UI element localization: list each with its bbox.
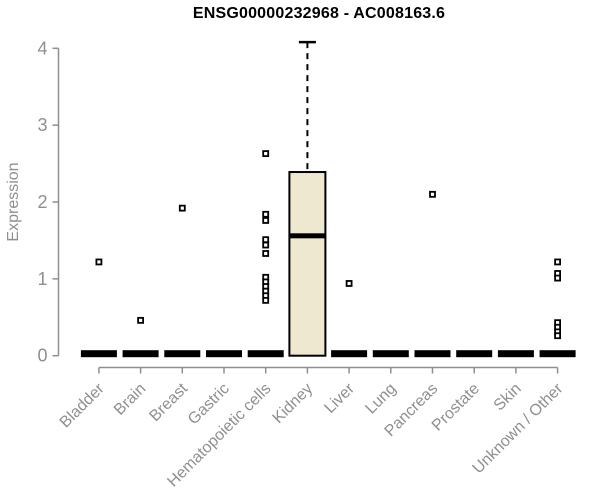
y-tick-label: 0 xyxy=(37,346,47,366)
boxplot-breast xyxy=(164,204,201,358)
outlier-point xyxy=(262,150,270,157)
y-tick-label: 4 xyxy=(37,38,47,58)
boxplot-liver xyxy=(331,280,368,358)
outlier-point xyxy=(178,204,186,212)
collapsed-box-bar xyxy=(456,350,493,358)
collapsed-box-bar xyxy=(206,350,242,358)
collapsed-box-bar xyxy=(331,350,368,358)
median-line xyxy=(289,233,326,239)
outlier-point xyxy=(262,241,270,249)
y-tick-label: 1 xyxy=(37,269,47,289)
collapsed-box-bar xyxy=(122,350,159,358)
boxplot-lung xyxy=(372,350,409,358)
collapsed-box-bar xyxy=(80,350,117,358)
box xyxy=(288,171,327,357)
boxplot-kidney xyxy=(288,40,327,357)
collapsed-box-bar xyxy=(539,350,576,358)
outlier-point xyxy=(95,258,103,266)
boxplot-hematopoietic-cells xyxy=(247,150,284,358)
collapsed-box-bar xyxy=(497,350,534,358)
collapsed-box-bar xyxy=(247,350,284,358)
boxplot-gastric xyxy=(206,350,242,358)
outlier-point xyxy=(429,190,436,198)
collapsed-box-bar xyxy=(414,350,451,358)
boxplot-bladder xyxy=(80,258,117,358)
boxplot-unknown-other xyxy=(539,258,576,358)
boxplot-prostate xyxy=(456,350,493,358)
x-category-label: Lung xyxy=(362,380,399,417)
x-category-label: Brain xyxy=(111,380,149,418)
outlier-point xyxy=(137,316,145,324)
boxplot-pancreas xyxy=(414,190,451,358)
x-category-label: Skin xyxy=(491,380,525,414)
x-category-label: Breast xyxy=(146,380,191,425)
collapsed-box-bar xyxy=(164,350,201,358)
x-category-label: Bladder xyxy=(57,380,108,431)
outlier-point xyxy=(262,236,270,244)
x-category-label: Liver xyxy=(321,380,358,417)
chart-title: ENSG00000232968 - AC008163.6 xyxy=(192,5,446,22)
outlier-point xyxy=(345,280,353,287)
outlier-point xyxy=(262,250,270,257)
outlier-point xyxy=(554,258,561,266)
collapsed-box-bar xyxy=(372,350,409,358)
y-tick-label: 2 xyxy=(37,192,47,212)
outlier-point xyxy=(262,217,270,224)
x-category-label: Kidney xyxy=(270,380,317,427)
outlier-point xyxy=(262,210,270,218)
boxplot-skin xyxy=(497,350,534,358)
outlier-point xyxy=(262,296,270,304)
y-tick-label: 3 xyxy=(37,115,47,135)
boxplot-brain xyxy=(122,316,159,358)
outlier-point xyxy=(554,332,561,340)
outlier-point xyxy=(554,274,561,282)
